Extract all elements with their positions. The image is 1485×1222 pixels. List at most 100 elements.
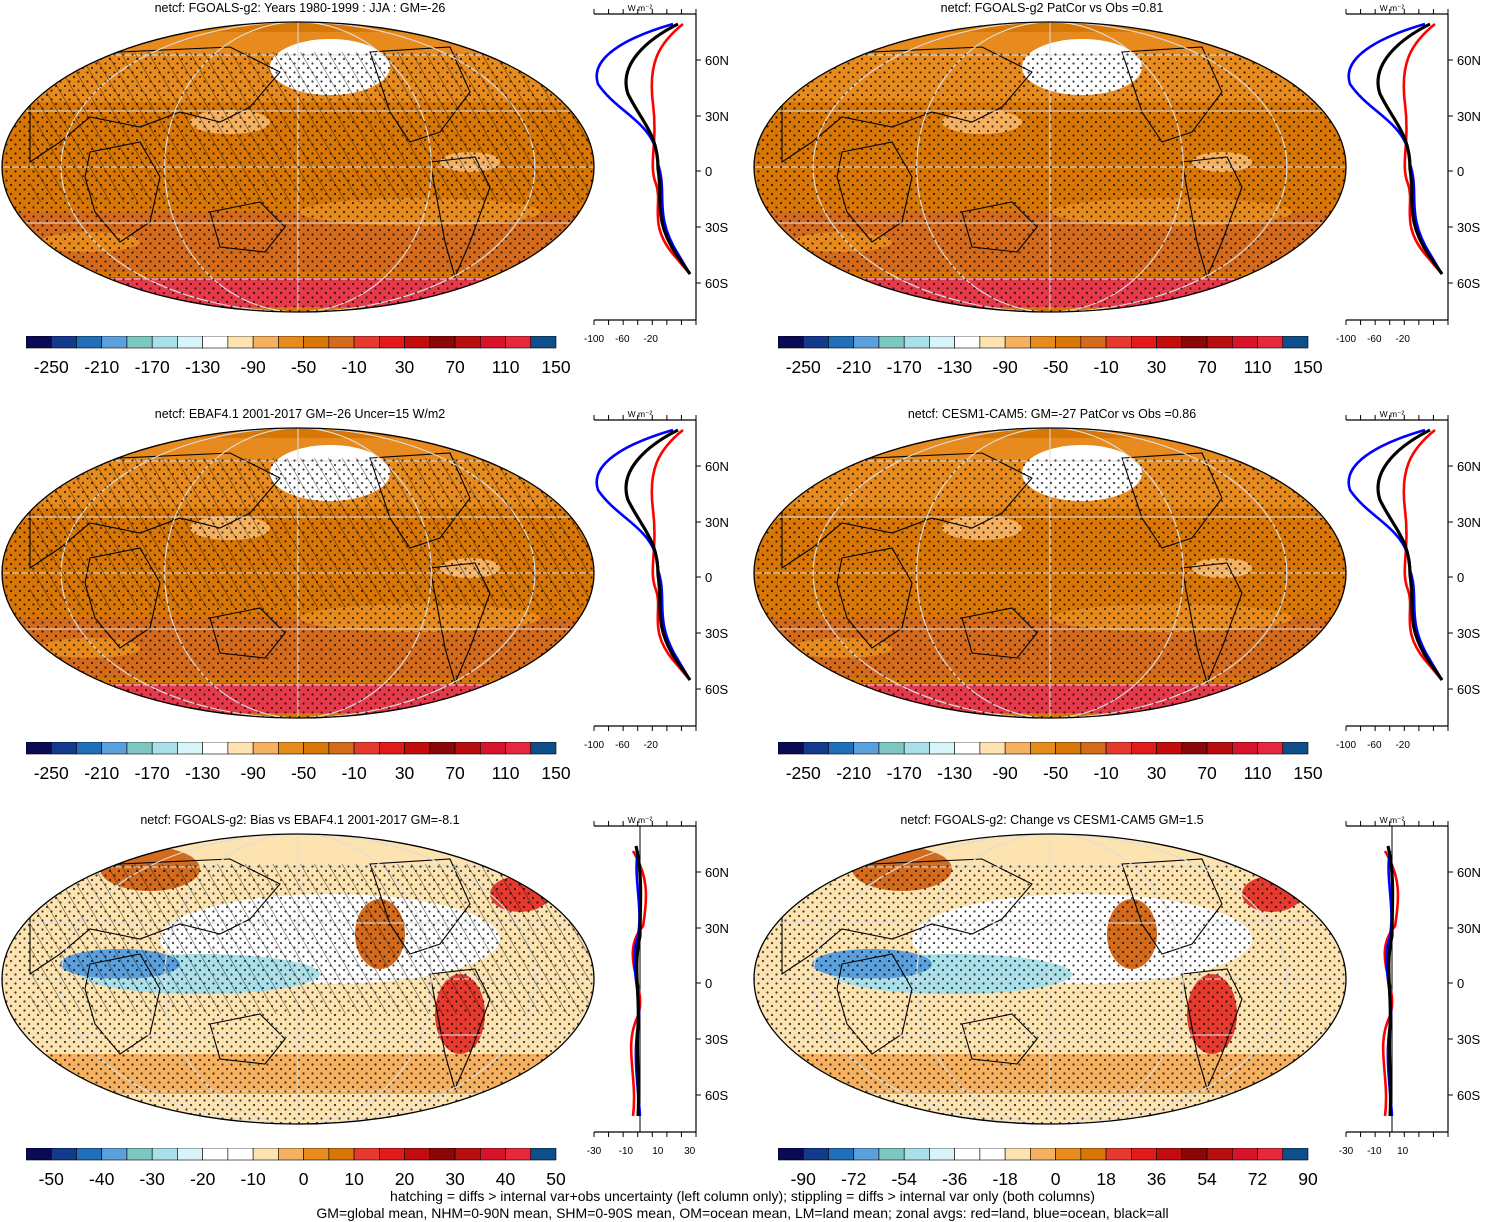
colorbar-label: 70	[1197, 763, 1216, 784]
colorbar-swatch	[480, 336, 505, 348]
colorbar-swatch	[152, 1148, 177, 1160]
colorbar-swatch	[379, 336, 404, 348]
colorbar-swatch	[803, 1148, 828, 1160]
lat-tick-label: 30N	[705, 515, 729, 530]
colorbar-swatch	[1232, 336, 1257, 348]
lat-tick-label: 30N	[1457, 921, 1481, 936]
colorbar-swatch	[26, 336, 51, 348]
colorbar-swatch	[955, 336, 980, 348]
colorbar-label: -50	[1043, 357, 1068, 378]
colorbar-swatch	[1056, 336, 1081, 348]
colorbar-label: -10	[240, 1169, 265, 1190]
colorbar-swatch	[1005, 742, 1030, 754]
colorbar-swatch	[304, 742, 329, 754]
colorbar	[778, 742, 1310, 756]
colorbar-swatch	[506, 336, 531, 348]
lat-tick-label: 60S	[705, 682, 728, 697]
colorbar-swatch	[904, 742, 929, 754]
colorbar-swatch	[1232, 1148, 1257, 1160]
colorbar-swatch	[778, 1148, 803, 1160]
colorbar-swatch	[828, 336, 853, 348]
colorbar-label: -54	[892, 1169, 917, 1190]
map-plot	[0, 12, 600, 327]
colorbar-label: -130	[185, 357, 220, 378]
colorbar-swatch	[228, 742, 253, 754]
lat-tick-label: 0	[1457, 570, 1464, 585]
colorbar-label: -170	[887, 357, 922, 378]
colorbar-label: -250	[34, 357, 69, 378]
colorbar-label: 20	[395, 1169, 414, 1190]
zonal-x-tick-label: -60	[1367, 740, 1382, 751]
colorbar-swatch	[803, 336, 828, 348]
colorbar-swatch	[455, 1148, 480, 1160]
colorbar-swatch	[904, 1148, 929, 1160]
zonal-x-tick-label: -60	[615, 334, 630, 345]
stippling	[752, 864, 1352, 1124]
zonal-units-label: W m⁻²	[628, 4, 653, 13]
colorbar-label: 72	[1248, 1169, 1267, 1190]
colorbar-swatch	[1283, 742, 1308, 754]
colorbar-swatch	[127, 336, 152, 348]
lat-tick-label: 60N	[705, 865, 729, 880]
colorbar-label: -10	[341, 763, 366, 784]
colorbar-swatch	[76, 742, 101, 754]
colorbar-swatch	[854, 1148, 879, 1160]
colorbar-swatch	[177, 336, 202, 348]
colorbar-label: 70	[1197, 357, 1216, 378]
colorbar-swatch	[854, 336, 879, 348]
colorbar-swatch	[980, 1148, 1005, 1160]
colorbar-label: 30	[1147, 763, 1166, 784]
colorbar-swatch	[26, 742, 51, 754]
lat-tick-label: 30N	[705, 921, 729, 936]
colorbar-swatch	[379, 742, 404, 754]
colorbar-swatch	[26, 1148, 51, 1160]
colorbar-swatch	[506, 1148, 531, 1160]
map-plot	[752, 418, 1352, 733]
colorbar-swatch	[778, 336, 803, 348]
colorbar-swatch	[177, 742, 202, 754]
colorbar-swatch	[1030, 742, 1055, 754]
colorbar-swatch	[1030, 1148, 1055, 1160]
hatching	[30, 458, 590, 608]
zonal-curve-ocean	[1349, 24, 1442, 274]
colorbar	[778, 336, 1310, 350]
zonal-curve-ocean	[1349, 430, 1442, 680]
lat-tick-label: 60S	[1457, 276, 1480, 291]
hatching	[30, 864, 590, 1014]
colorbar-swatch	[1157, 336, 1182, 348]
colorbar-label: 150	[541, 763, 570, 784]
colorbar-swatch	[203, 1148, 228, 1160]
colorbar-swatch	[929, 1148, 954, 1160]
colorbar-swatch	[1182, 336, 1207, 348]
zonal-units-label: W m⁻²	[1380, 816, 1405, 825]
colorbar	[26, 742, 558, 756]
lat-tick-label: 60S	[705, 1088, 728, 1103]
colorbar-label: 30	[395, 357, 414, 378]
colorbar-swatch	[854, 742, 879, 754]
colorbar-swatch	[980, 742, 1005, 754]
lat-tick-label: 30S	[1457, 1032, 1480, 1047]
colorbar-swatch	[102, 742, 127, 754]
zonal-curve-all	[626, 430, 690, 680]
colorbar-swatch	[828, 742, 853, 754]
lat-tick-label: 0	[705, 570, 712, 585]
map-panel: netcf: FGOALS-g2: Bias vs EBAF4.1 2001-2…	[0, 812, 742, 1216]
colorbar-swatch	[1131, 336, 1156, 348]
zonal-x-tick-label: -100	[584, 334, 604, 345]
colorbar-label: 70	[445, 357, 464, 378]
colorbar-swatch	[430, 1148, 455, 1160]
colorbar-swatch	[177, 1148, 202, 1160]
colorbar-label: -50	[1043, 763, 1068, 784]
colorbar-swatch	[253, 742, 278, 754]
lat-tick-label: 60S	[1457, 682, 1480, 697]
lat-tick-label: 30N	[705, 109, 729, 124]
map-panel: netcf: FGOALS-g2: Change vs CESM1-CAM5 G…	[752, 812, 1485, 1216]
colorbar-swatch	[1258, 336, 1283, 348]
colorbar-label: -130	[937, 763, 972, 784]
colorbar-label: 36	[1147, 1169, 1166, 1190]
